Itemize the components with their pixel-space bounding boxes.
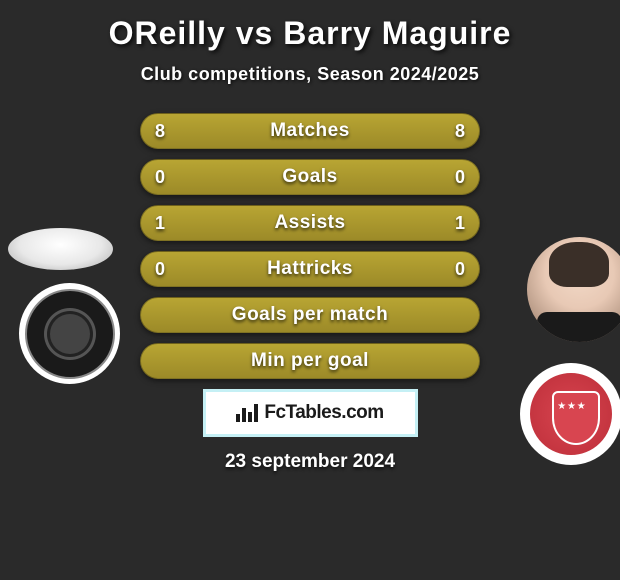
stat-label: Goals per match bbox=[232, 304, 388, 326]
stat-label: Assists bbox=[274, 212, 345, 234]
stat-value-left: 0 bbox=[155, 259, 165, 280]
comparison-date: 23 september 2024 bbox=[0, 451, 620, 473]
stat-value-right: 0 bbox=[455, 167, 465, 188]
stat-row-goals-per-match: Goals per match bbox=[140, 297, 480, 333]
bar-chart-icon bbox=[236, 404, 258, 422]
stat-row-assists: 1 Assists 1 bbox=[140, 205, 480, 241]
page-subtitle: Club competitions, Season 2024/2025 bbox=[0, 64, 620, 85]
player-right-club-badge bbox=[520, 363, 620, 465]
player-left-photo bbox=[8, 228, 113, 270]
stat-row-min-per-goal: Min per goal bbox=[140, 343, 480, 379]
stat-value-left: 8 bbox=[155, 121, 165, 142]
main-area: 8 Matches 8 0 Goals 0 1 Assists 1 0 Hatt… bbox=[0, 113, 620, 473]
stat-label: Hattricks bbox=[267, 258, 353, 280]
stat-value-right: 8 bbox=[455, 121, 465, 142]
hamilton-badge-icon bbox=[527, 370, 615, 458]
stat-value-right: 0 bbox=[455, 259, 465, 280]
stats-column: 8 Matches 8 0 Goals 0 1 Assists 1 0 Hatt… bbox=[140, 113, 480, 379]
stat-value-left: 1 bbox=[155, 213, 165, 234]
fctables-label: FcTables.com bbox=[264, 402, 383, 424]
stat-label: Min per goal bbox=[251, 350, 369, 372]
page-title: OReilly vs Barry Maguire bbox=[0, 15, 620, 52]
stat-value-left: 0 bbox=[155, 167, 165, 188]
stat-label: Matches bbox=[270, 120, 350, 142]
partick-thistle-badge-icon bbox=[25, 289, 115, 379]
player-left-club-badge bbox=[19, 283, 120, 384]
fctables-watermark: FcTables.com bbox=[203, 389, 418, 437]
player-right-photo bbox=[527, 237, 620, 342]
stat-row-goals: 0 Goals 0 bbox=[140, 159, 480, 195]
stat-row-matches: 8 Matches 8 bbox=[140, 113, 480, 149]
comparison-card: OReilly vs Barry Maguire Club competitio… bbox=[0, 0, 620, 580]
stat-value-right: 1 bbox=[455, 213, 465, 234]
stat-row-hattricks: 0 Hattricks 0 bbox=[140, 251, 480, 287]
stat-label: Goals bbox=[282, 166, 337, 188]
